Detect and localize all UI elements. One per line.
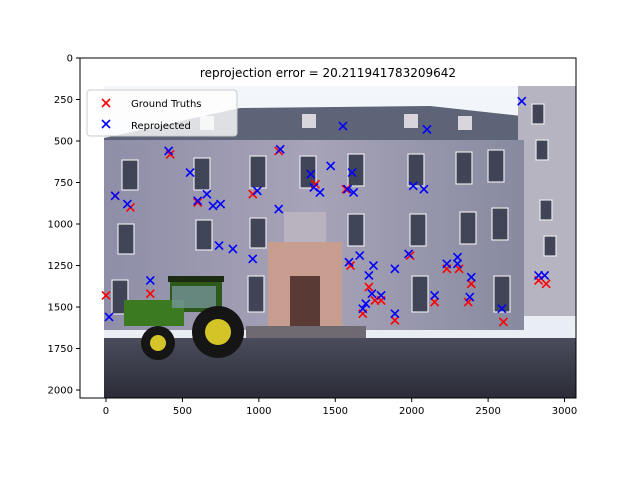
reprojected-marker: [355, 250, 365, 261]
reprojected-marker: [214, 241, 224, 251]
reprojected-marker: [364, 270, 374, 281]
x-tick-label: 1500: [323, 406, 348, 417]
x-tick-label: 0: [103, 406, 109, 417]
reprojected-marker: [347, 167, 357, 178]
ground-truth-marker: [145, 289, 155, 299]
legend-box: [86, 89, 238, 137]
reprojected-marker: [422, 124, 432, 134]
reprojected-marker: [497, 304, 507, 314]
reprojected-marker: [390, 309, 400, 319]
reprojected-marker: [202, 189, 212, 199]
ground-truth-marker: [463, 297, 473, 307]
reprojected-marker: [315, 187, 325, 198]
reprojected-marker: [309, 182, 319, 193]
reprojected-marker: [408, 181, 418, 191]
reprojected-marker: [466, 272, 476, 282]
reprojected-marker: [122, 199, 132, 209]
reprojected-marker: [430, 290, 440, 300]
y-tick-label: 500: [54, 137, 73, 148]
y-tick-label: 250: [54, 95, 73, 106]
reprojected-marker: [110, 191, 120, 201]
reprojected-marker: [358, 304, 368, 314]
reprojected-marker: [193, 196, 203, 206]
x-tick-label: 2000: [399, 406, 424, 417]
x-tick-label: 500: [173, 406, 192, 417]
background-photo: [104, 86, 576, 398]
reprojected-marker: [252, 186, 262, 196]
reprojected-marker: [306, 169, 316, 179]
reprojected-marker: [338, 121, 348, 131]
reprojected-marker: [361, 299, 371, 309]
scatter-markers: [101, 96, 551, 327]
ground-truth-marker: [430, 297, 440, 307]
x-axis: 0 500 1000 1500 2000 2500 3000: [103, 398, 577, 417]
reprojected-marker: [228, 244, 238, 254]
tractor-shape: [124, 276, 244, 360]
legend-label-ground-truths: Ground Truths: [131, 99, 202, 110]
reprojected-marker: [164, 146, 174, 156]
ground-truth-marker: [541, 279, 551, 289]
y-tick-label: 1000: [48, 220, 73, 231]
legend-marker-ground-truths: [101, 98, 111, 108]
ground-truth-marker: [390, 315, 400, 325]
reprojected-marker: [442, 259, 452, 269]
ground-truth-marker: [466, 279, 476, 289]
y-tick-label: 750: [54, 178, 73, 189]
reprojected-marker: [419, 184, 429, 194]
reprojected-marker: [275, 144, 285, 154]
reprojected-marker: [104, 312, 114, 322]
ground-truth-marker: [341, 184, 351, 194]
y-tick-label: 1750: [48, 344, 73, 355]
reprojected-marker: [274, 204, 284, 214]
ground-truth-marker: [498, 317, 508, 327]
reprojected-marker: [465, 292, 475, 302]
reprojected-marker: [349, 187, 359, 198]
reprojected-marker: [452, 259, 463, 269]
reprojected-marker: [344, 257, 354, 267]
reprojected-marker: [216, 199, 226, 209]
reprojected-marker: [326, 161, 336, 171]
legend-marker-reprojected: [101, 119, 111, 129]
y-tick-label: 2000: [48, 386, 73, 397]
ground-truth-marker: [101, 290, 111, 300]
x-tick-label: 2500: [475, 406, 500, 417]
reprojected-marker: [452, 252, 463, 262]
legend: Ground Truths Reprojected: [86, 89, 238, 137]
reprojected-marker: [185, 167, 195, 178]
y-tick-label: 1250: [48, 261, 73, 272]
ground-truth-marker: [454, 264, 464, 274]
reprojected-marker: [517, 96, 527, 106]
reprojected-marker: [248, 254, 258, 264]
reprojected-marker: [540, 270, 550, 281]
reprojected-marker: [376, 290, 386, 300]
ground-truth-marker: [364, 282, 374, 292]
reprojected-marker: [367, 289, 377, 299]
axes-frame: [79, 57, 577, 399]
reprojected-marker: [145, 275, 155, 286]
reprojected-marker: [208, 201, 218, 211]
ground-truth-marker: [193, 197, 203, 207]
reprojected-marker: [368, 260, 379, 271]
reprojected-marker: [390, 264, 400, 274]
x-tick-label: 3000: [552, 406, 577, 417]
legend-label-reprojected: Reprojected: [131, 121, 191, 132]
y-axis: 0 250 500 750 1000 1250 1500 1750 2000: [48, 54, 80, 397]
y-tick-label: 0: [67, 54, 73, 65]
reprojected-marker: [404, 249, 414, 259]
y-tick-label: 1500: [48, 303, 73, 314]
x-tick-label: 1000: [246, 406, 271, 417]
chart-title: reprojection error = 20.211941783209642: [200, 66, 456, 80]
reprojected-marker: [342, 184, 353, 194]
ground-truth-marker: [248, 189, 258, 199]
